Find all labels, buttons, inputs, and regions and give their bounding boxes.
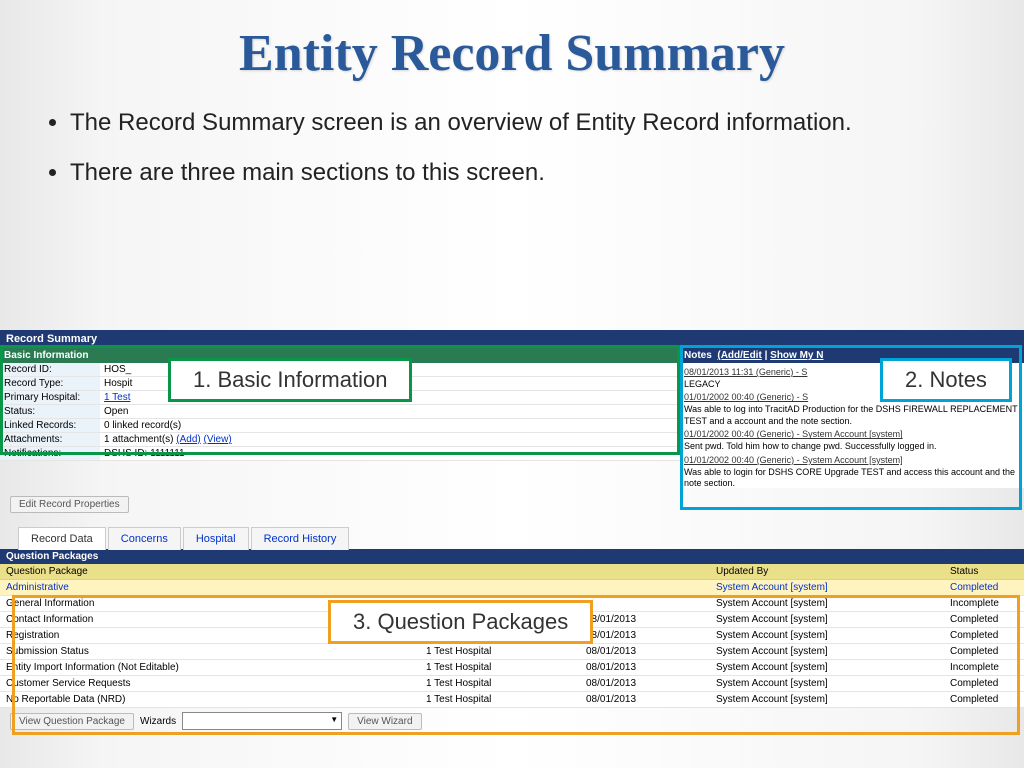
note-body: Was able to log into TracitAD Production… (684, 404, 1020, 427)
note-body: Sent pwd. Told him how to change pwd. Su… (684, 441, 1020, 453)
attachment-count: 1 attachment(s) (104, 434, 176, 445)
view-question-package-button[interactable]: View Question Package (10, 713, 134, 730)
bullet-list: The Record Summary screen is an overview… (0, 83, 1024, 190)
field-label: Attachments: (0, 433, 100, 447)
bullet-1: The Record Summary screen is an overview… (70, 107, 954, 139)
callout-notes: 2. Notes (880, 358, 1012, 402)
show-my-notes-link[interactable]: Show My N (770, 350, 823, 361)
view-wizard-button[interactable]: View Wizard (348, 713, 421, 730)
qp-col-updated-by: Updated By (710, 564, 944, 580)
callout-basic-info: 1. Basic Information (168, 358, 412, 402)
field-label: Status: (0, 405, 100, 419)
field-value: 0 linked record(s) (100, 419, 680, 433)
add-edit-note-link[interactable]: (Add/Edit (717, 350, 761, 361)
field-label: Linked Records: (0, 419, 100, 433)
qp-col-status: Status (944, 564, 1024, 580)
qp-col-date (580, 564, 710, 580)
bullet-2: There are three main sections to this sc… (70, 157, 954, 189)
note-timestamp[interactable]: 01/01/2002 00:40 (Generic) - System Acco… (684, 429, 1020, 441)
notes-label: Notes (684, 350, 712, 361)
qp-col-package: Question Package (0, 564, 420, 580)
question-packages-header: Question Packages (0, 549, 1024, 564)
attachments-cell: 1 attachment(s) (Add) (View) (100, 433, 680, 447)
qp-row[interactable]: Entity Import Information (Not Editable)… (0, 660, 1024, 676)
qp-row[interactable]: No Reportable Data (NRD)1 Test Hospital0… (0, 692, 1024, 708)
field-label: Notifications: (0, 447, 100, 461)
field-label: Primary Hospital: (0, 391, 100, 405)
qp-row[interactable]: Customer Service Requests1 Test Hospital… (0, 676, 1024, 692)
tab-concerns[interactable]: Concerns (108, 527, 181, 550)
field-value: DSHS ID: 1111111 (100, 447, 680, 461)
screenshot-region: Record Summary Basic Information Record … (0, 330, 1024, 734)
note-timestamp[interactable]: 01/01/2002 00:40 (Generic) - System Acco… (684, 455, 1020, 467)
record-summary-header: Record Summary (0, 330, 1024, 348)
field-value: Open (100, 405, 680, 419)
field-label: Record Type: (0, 377, 100, 391)
wizards-label: Wizards (140, 716, 176, 727)
wizards-select[interactable] (182, 712, 342, 730)
bottom-toolbar: View Question Package Wizards View Wizar… (0, 708, 1024, 734)
tab-hospital[interactable]: Hospital (183, 527, 249, 550)
add-attachment-link[interactable]: (Add) (176, 434, 200, 445)
slide-title: Entity Record Summary (0, 0, 1024, 83)
tab-record-history[interactable]: Record History (251, 527, 350, 550)
qp-col-hospital (420, 564, 580, 580)
callout-qp: 3. Question Packages (328, 600, 593, 644)
tab-record-data[interactable]: Record Data (18, 527, 106, 550)
qp-row[interactable]: Submission Status1 Test Hospital08/01/20… (0, 644, 1024, 660)
note-body: Was able to login for DSHS CORE Upgrade … (684, 467, 1020, 489)
edit-record-button[interactable]: Edit Record Properties (10, 496, 129, 513)
view-attachment-link[interactable]: (View) (204, 434, 232, 445)
qp-row[interactable]: AdministrativeSystem Account [system]Com… (0, 580, 1024, 596)
tab-bar: Record Data Concerns Hospital Record His… (18, 527, 1024, 550)
field-label: Record ID: (0, 363, 100, 377)
